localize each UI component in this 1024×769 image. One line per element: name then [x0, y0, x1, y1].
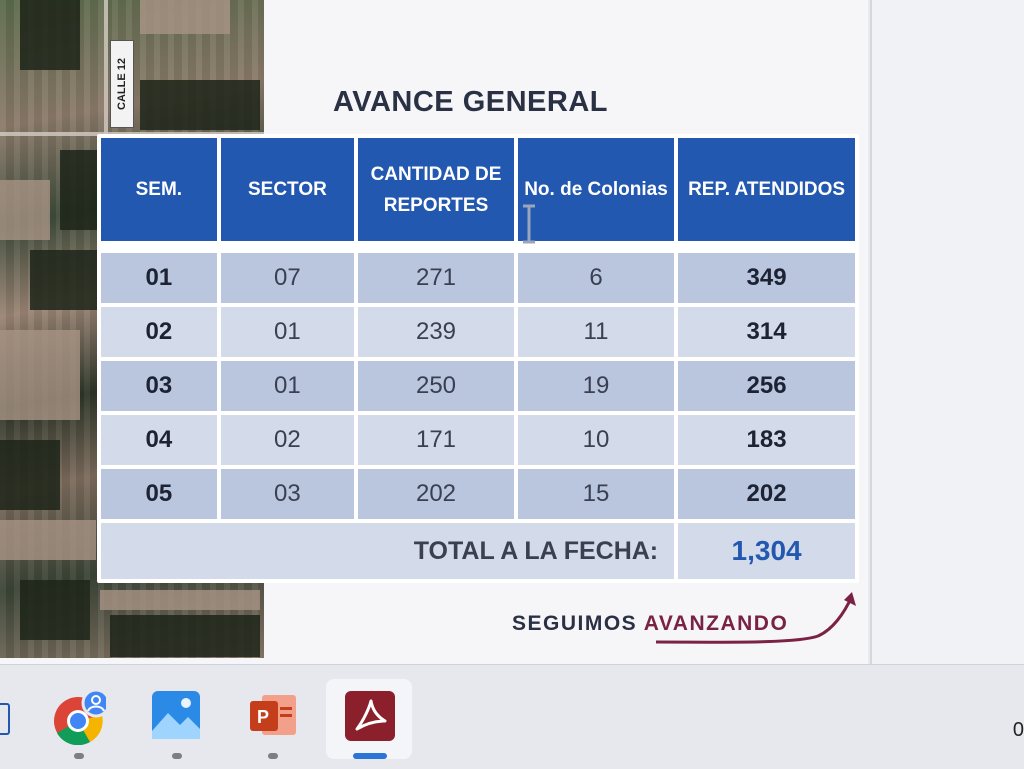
progress-table: SEM. SECTOR CANTIDAD DE REPORTES No. de …	[97, 134, 859, 583]
tagline-accent: AVANZANDO	[643, 612, 789, 635]
tagline-prefix: SEGUIMOS	[512, 612, 638, 635]
cell-atendidos: 349	[678, 253, 855, 303]
swoosh-arrow-icon	[656, 592, 856, 644]
cell-sem: 02	[101, 307, 217, 357]
table-spacer	[101, 245, 855, 249]
table-row: 03 01 250 19 256	[101, 361, 855, 411]
partial-app-icon[interactable]	[0, 703, 10, 735]
table-row: 05 03 202 15 202	[101, 469, 855, 519]
cell-sem: 03	[101, 361, 217, 411]
cell-colonias: 11	[517, 307, 675, 357]
acrobat-active-indicator	[353, 753, 387, 759]
cell-sector: 01	[220, 361, 355, 411]
cell-cantidad: 239	[358, 307, 514, 357]
cell-cantidad: 171	[358, 415, 514, 465]
cell-atendidos: 314	[678, 307, 855, 357]
table-header-row: SEM. SECTOR CANTIDAD DE REPORTES No. de …	[101, 138, 855, 241]
cell-cantidad: 271	[358, 253, 514, 303]
table-row: 02 01 239 11 314	[101, 307, 855, 357]
table-row: 01 07 271 6 349	[101, 253, 855, 303]
slide-tagline: SEGUIMOS AVANZANDO	[512, 612, 788, 636]
header-rep-atendidos: REP. ATENDIDOS	[678, 138, 855, 241]
header-cantidad-reportes: CANTIDAD DE REPORTES	[358, 138, 514, 241]
photos-running-indicator	[172, 753, 182, 759]
cell-atendidos: 202	[678, 469, 855, 519]
slide-title: AVANCE GENERAL	[333, 86, 608, 118]
svg-text:P: P	[257, 707, 269, 727]
cell-colonias: 19	[517, 361, 675, 411]
taskbar: P 0	[0, 664, 1024, 769]
street-label: CALLE 12	[110, 40, 134, 128]
cell-sector: 07	[220, 253, 355, 303]
table-row: 04 02 171 10 183	[101, 415, 855, 465]
presentation-slide: CALLE 12 AVANCE GENERAL SEM. SECTOR CANT…	[0, 0, 868, 664]
cell-sector: 03	[220, 469, 355, 519]
text-cursor-icon	[521, 204, 537, 244]
cell-cantidad: 250	[358, 361, 514, 411]
cell-cantidad: 202	[358, 469, 514, 519]
right-panel	[870, 0, 1024, 664]
photos-icon[interactable]	[152, 691, 206, 745]
header-no-colonias: No. de Colonias	[517, 138, 675, 241]
chrome-running-indicator	[74, 753, 84, 759]
tray-clock-text: 0	[1012, 719, 1024, 741]
cell-atendidos: 256	[678, 361, 855, 411]
cell-colonias: 15	[517, 469, 675, 519]
header-sector: SECTOR	[220, 138, 355, 241]
total-value: 1,304	[678, 523, 855, 579]
cell-colonias: 6	[517, 253, 675, 303]
cell-sector: 01	[220, 307, 355, 357]
cell-sem: 01	[101, 253, 217, 303]
header-sem: SEM.	[101, 138, 217, 241]
total-row: TOTAL A LA FECHA: 1,304	[101, 523, 855, 579]
chrome-icon[interactable]	[52, 688, 111, 746]
cell-atendidos: 183	[678, 415, 855, 465]
total-label: TOTAL A LA FECHA:	[101, 523, 675, 579]
cell-sector: 02	[220, 415, 355, 465]
powerpoint-running-indicator	[268, 753, 278, 759]
cell-sem: 04	[101, 415, 217, 465]
cell-colonias: 10	[517, 415, 675, 465]
cell-sem: 05	[101, 469, 217, 519]
powerpoint-icon[interactable]: P	[248, 691, 302, 745]
acrobat-pdf-icon[interactable]	[345, 691, 399, 745]
